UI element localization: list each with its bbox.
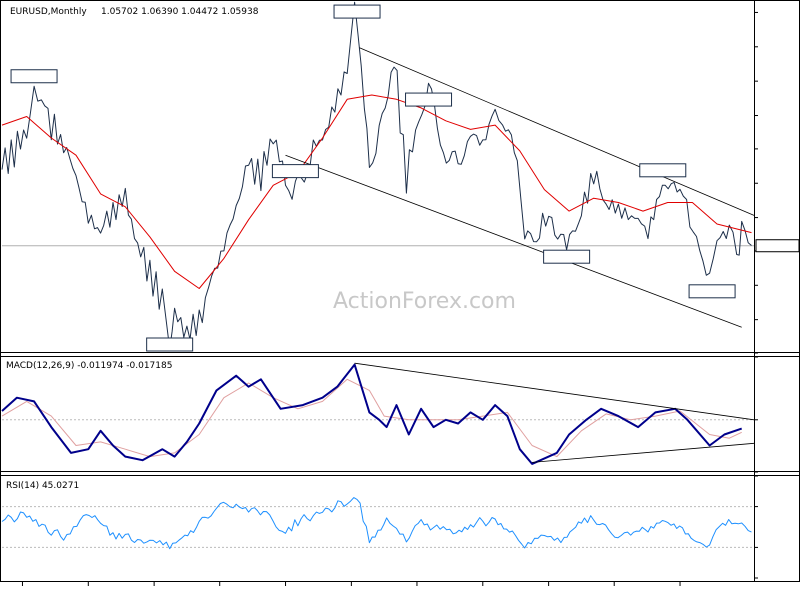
channel-trendline-0 — [359, 47, 755, 216]
level-annotation-box — [543, 249, 591, 264]
moving-average-line — [1, 94, 752, 289]
price-series-line — [1, 1, 752, 350]
level-annotation-box — [271, 164, 319, 179]
level-annotation-box — [639, 163, 687, 178]
rsi-title: RSI(14) 45.0271 — [6, 481, 79, 491]
level-annotation-box — [405, 92, 453, 107]
level-annotation-box — [333, 4, 381, 19]
axis-layer — [21, 11, 800, 586]
chart-header-ohlc: 1.05702 1.06390 1.04472 1.05938 — [101, 7, 259, 17]
macd-panel — [1, 362, 755, 465]
rsi-line — [1, 497, 752, 550]
watermark: ActionForex.com — [333, 289, 516, 314]
current-price-box — [755, 239, 800, 253]
chart-header-symbol: EURUSD,Monthly — [10, 7, 87, 17]
level-annotation-box — [688, 284, 736, 299]
price-panel — [1, 1, 755, 352]
level-annotation-box — [10, 69, 58, 84]
level-annotation-box — [146, 337, 194, 352]
macd-trendline-0 — [354, 362, 755, 421]
macd-title: MACD(12,26,9) -0.011974 -0.017185 — [6, 361, 172, 371]
macd-line — [1, 363, 743, 465]
macd-trendline-1 — [532, 442, 755, 463]
channel-trendline-1 — [285, 154, 742, 328]
macd-signal-line — [1, 378, 742, 458]
rsi-panel — [1, 497, 752, 550]
